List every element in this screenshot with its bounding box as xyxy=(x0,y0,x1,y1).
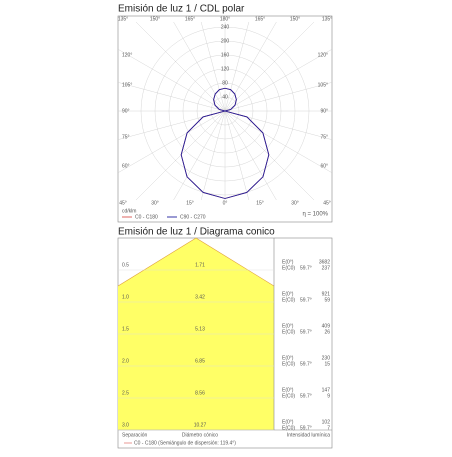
angle-label: 45° xyxy=(119,200,127,206)
angle: 59.7° xyxy=(300,297,312,303)
legend-label: C90 - C270 xyxy=(180,214,206,220)
ec0-label: E(C0) xyxy=(282,329,295,335)
angle-label: 45° xyxy=(323,200,331,206)
intensity-curve xyxy=(180,87,227,199)
angle-label: 30° xyxy=(291,200,299,206)
angle: 59.7° xyxy=(300,393,312,399)
intensity-curve xyxy=(180,87,227,199)
height: 1.0 xyxy=(122,294,129,300)
intensity-curve xyxy=(223,87,270,199)
e0-label: E(0°) xyxy=(282,355,294,361)
footer-label: Diámetro cónico xyxy=(182,432,218,438)
angle-label: 60° xyxy=(122,163,130,169)
angle-label: 105° xyxy=(318,82,328,88)
height: 1.5 xyxy=(122,326,129,332)
diameter: 6.85 xyxy=(195,358,205,364)
ec0: 26 xyxy=(324,329,330,335)
e0-label: E(0°) xyxy=(282,291,294,297)
footer-note: C0 - C180 (Semiángulo de dispersión: 119… xyxy=(134,440,236,446)
angle: 59.7° xyxy=(300,361,312,367)
angle-label: 15° xyxy=(186,200,194,206)
angle-label: 90° xyxy=(320,108,328,114)
e0-label: E(0°) xyxy=(282,387,294,393)
e0-label: E(0°) xyxy=(282,259,294,265)
angle-label: 135° xyxy=(118,16,128,22)
polar-title: Emisión de luz 1 / CDL polar xyxy=(118,4,245,15)
e0: 147 xyxy=(322,387,331,393)
angle-label: 15° xyxy=(256,200,264,206)
ec0-label: E(C0) xyxy=(282,361,295,367)
ec0-label: E(C0) xyxy=(282,265,295,271)
conic-title: Emisión de luz 1 / Diagrama conico xyxy=(118,227,275,238)
ec0: 237 xyxy=(322,265,331,271)
angle-label: 150° xyxy=(150,16,160,22)
diameter: 10.27 xyxy=(194,422,207,428)
ec0: 59 xyxy=(324,297,330,303)
efficiency: η = 100% xyxy=(302,212,328,218)
angle-label: 30° xyxy=(151,200,159,206)
diameter: 3.42 xyxy=(195,294,205,300)
diameter: 1.71 xyxy=(195,262,205,268)
diameter: 5.13 xyxy=(195,326,205,332)
ec0: 15 xyxy=(324,361,330,367)
e0: 3682 xyxy=(319,259,330,265)
height: 2.0 xyxy=(122,358,129,364)
ec0-label: E(C0) xyxy=(282,297,295,303)
polar-frame xyxy=(117,15,333,223)
radial-label: 120 xyxy=(221,66,230,72)
ec0: 9 xyxy=(327,393,330,399)
intensity-curve xyxy=(223,87,270,199)
e0-label: E(0°) xyxy=(282,419,294,425)
angle-label: 0° xyxy=(223,200,228,206)
angle-label: 75° xyxy=(320,134,328,140)
radial-label: 200 xyxy=(221,38,230,44)
height: 2.5 xyxy=(122,390,129,396)
unit: cd/klm xyxy=(122,208,136,214)
angle-label: 150° xyxy=(290,16,300,22)
angle: 59.7° xyxy=(300,265,312,271)
angle: 59.7° xyxy=(300,329,312,335)
height: 0.5 xyxy=(122,262,129,268)
e0-label: E(0°) xyxy=(282,323,294,329)
angle-label: 165° xyxy=(255,16,265,22)
angle-label: 120° xyxy=(318,52,328,58)
radial-label: 80 xyxy=(222,80,228,86)
radial-label: 40 xyxy=(222,94,228,100)
angle-label: 60° xyxy=(320,163,328,169)
legend-label: C0 - C180 xyxy=(135,214,158,220)
angle-label: 135° xyxy=(322,16,332,22)
footer-label: Intensidad lumínica xyxy=(287,432,330,438)
diameter: 8.56 xyxy=(195,390,205,396)
angle-label: 165° xyxy=(185,16,195,22)
footer-label: Separación xyxy=(122,432,148,438)
height: 3.0 xyxy=(122,422,129,428)
ec0: 7 xyxy=(327,425,330,431)
angle-label: 105° xyxy=(122,82,132,88)
angle-label: 120° xyxy=(122,52,132,58)
e0: 230 xyxy=(322,355,331,361)
angle-label: 90° xyxy=(122,108,130,114)
radial-label: 240 xyxy=(221,24,230,30)
ec0-label: E(C0) xyxy=(282,425,295,431)
e0: 102 xyxy=(322,419,331,425)
e0: 409 xyxy=(322,323,331,329)
angle-label: 180° xyxy=(220,16,230,22)
radial-label: 160 xyxy=(221,52,230,58)
ec0-label: E(C0) xyxy=(282,393,295,399)
angle-label: 75° xyxy=(122,134,130,140)
e0: 921 xyxy=(322,291,331,297)
angle: 59.7° xyxy=(300,425,312,431)
